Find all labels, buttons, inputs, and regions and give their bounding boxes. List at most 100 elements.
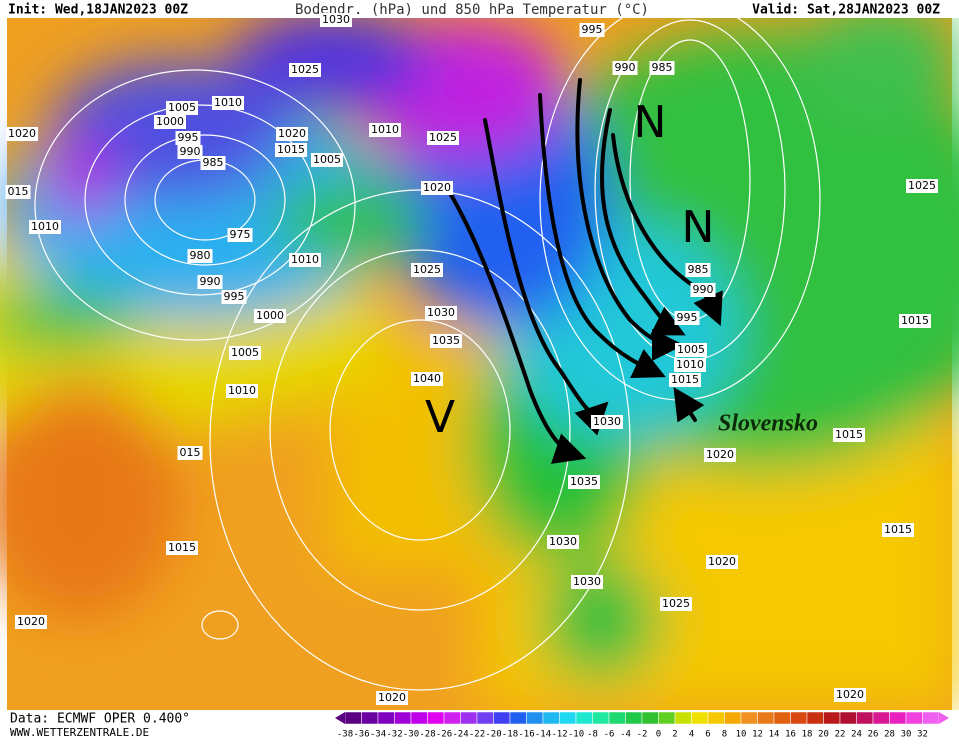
isobar-label: 1020 <box>378 691 406 704</box>
isobar-label: 1010 <box>31 220 59 233</box>
data-source: Data: ECMWF OPER 0.400° <box>10 712 190 727</box>
isobar-label: 975 <box>230 228 251 241</box>
colorbar-label: -16 <box>518 730 534 740</box>
isobar-label: 1025 <box>429 131 457 144</box>
isobar-label: 015 <box>180 446 201 459</box>
isobar-label: 995 <box>677 311 698 324</box>
isobar-label-bg <box>212 96 244 110</box>
isobar-label-bg <box>675 343 707 357</box>
hand-mark: V <box>425 392 455 443</box>
isobar-label: 1025 <box>908 179 936 192</box>
isobar-label: 1010 <box>676 358 704 371</box>
isobar-label: 1015 <box>901 314 929 327</box>
colorbar-label: -4 <box>620 730 631 740</box>
isobar-label-bg <box>685 263 711 277</box>
colorbar-label: 24 <box>851 730 862 740</box>
isobar-label: 985 <box>688 263 709 276</box>
isobar-label: 1010 <box>291 253 319 266</box>
colorbar-label: 26 <box>868 730 879 740</box>
isobar-label: 1030 <box>427 306 455 319</box>
isobar-label-bg <box>591 415 623 429</box>
isobar-label: 1030 <box>573 575 601 588</box>
colorbar-label: -28 <box>419 730 435 740</box>
colorbar-cell <box>823 711 841 725</box>
colorbar-cell <box>509 711 527 725</box>
isobar-label: 1005 <box>313 153 341 166</box>
colorbar-cell <box>707 711 725 725</box>
colorbar-cell <box>410 711 428 725</box>
colorbar-cell <box>443 711 461 725</box>
isobar-label-bg <box>899 314 931 328</box>
colorbar-cell <box>856 711 874 725</box>
isobar-label: 995 <box>178 131 199 144</box>
colorbar-label: -14 <box>535 730 551 740</box>
temperature-field <box>0 0 959 710</box>
isobar-label-bg <box>200 156 226 170</box>
isobar-label-bg <box>612 61 638 75</box>
colorbar-cell <box>625 711 643 725</box>
isobar-label-bg <box>254 309 286 323</box>
colorbar-cell <box>872 711 890 725</box>
isobar-label-bg <box>15 615 47 629</box>
isobar-label-bg <box>227 228 253 242</box>
isobar-label-bg <box>166 101 198 115</box>
isobar-label-bg <box>411 372 443 386</box>
isobar-label: 1015 <box>835 428 863 441</box>
colorbar-label: -8 <box>587 730 598 740</box>
colorbar-cell <box>658 711 676 725</box>
colorbar-cell <box>608 711 626 725</box>
isobar-label-bg <box>154 115 186 129</box>
colorbar-label: -38 <box>337 730 353 740</box>
colorbar-cell <box>724 711 742 725</box>
isobar-label-bg <box>177 145 203 159</box>
colorbar-cell <box>476 711 494 725</box>
colorbar-label: -12 <box>551 730 567 740</box>
isobar-label: 1020 <box>708 555 736 568</box>
isobar-label: 1025 <box>291 63 319 76</box>
init-label: Init: Wed,18JAN2023 00Z <box>8 3 188 18</box>
colorbar-cell <box>641 711 659 725</box>
colorbar-label: -22 <box>469 730 485 740</box>
isobar-label-bg <box>427 131 459 145</box>
colorbar-cell <box>806 711 824 725</box>
colorbar-label: -34 <box>370 730 386 740</box>
colorbar-cell <box>922 711 940 725</box>
colorbar-cell <box>790 711 808 725</box>
colorbar-label: 32 <box>917 730 928 740</box>
flow-arrows <box>443 78 723 464</box>
isobar-label: 1000 <box>256 309 284 322</box>
colorbar-label: 4 <box>689 730 694 740</box>
colorbar-label: 8 <box>722 730 727 740</box>
isobar-label-bg <box>425 306 457 320</box>
colorbar-cell <box>757 711 775 725</box>
colorbar-label: -18 <box>502 730 518 740</box>
isobar-label-bg <box>276 127 308 141</box>
isobar-label-bg <box>187 249 213 263</box>
colorbar-cell <box>344 711 362 725</box>
colorbar-cell <box>377 711 395 725</box>
isobar-label: 990 <box>615 61 636 74</box>
colorbar-cell <box>575 711 593 725</box>
isobar-label-bg <box>289 63 321 77</box>
isobar-label-bg <box>706 555 738 569</box>
isobars <box>34 0 821 691</box>
colorbar-cell <box>674 711 692 725</box>
isobar-label-bg <box>411 263 443 277</box>
isobar-label: 1010 <box>371 123 399 136</box>
isobar-label: 1020 <box>706 448 734 461</box>
colorbar-label: 14 <box>769 730 780 740</box>
isobar-label-bg <box>166 541 198 555</box>
colorbar-cell <box>460 711 478 725</box>
isobar-label-bg <box>660 597 692 611</box>
colorbar-label: 2 <box>672 730 677 740</box>
colorbar-cell <box>526 711 544 725</box>
isobar-label: 1015 <box>671 373 699 386</box>
colorbar-cell <box>691 711 709 725</box>
isobar-label: 1020 <box>17 615 45 628</box>
colorbar-label: 16 <box>785 730 796 740</box>
isobar-label: 980 <box>190 249 211 262</box>
isobar-label-bg <box>175 131 201 145</box>
colorbar-label: -6 <box>604 730 615 740</box>
region-label: Slovensko <box>718 411 818 437</box>
